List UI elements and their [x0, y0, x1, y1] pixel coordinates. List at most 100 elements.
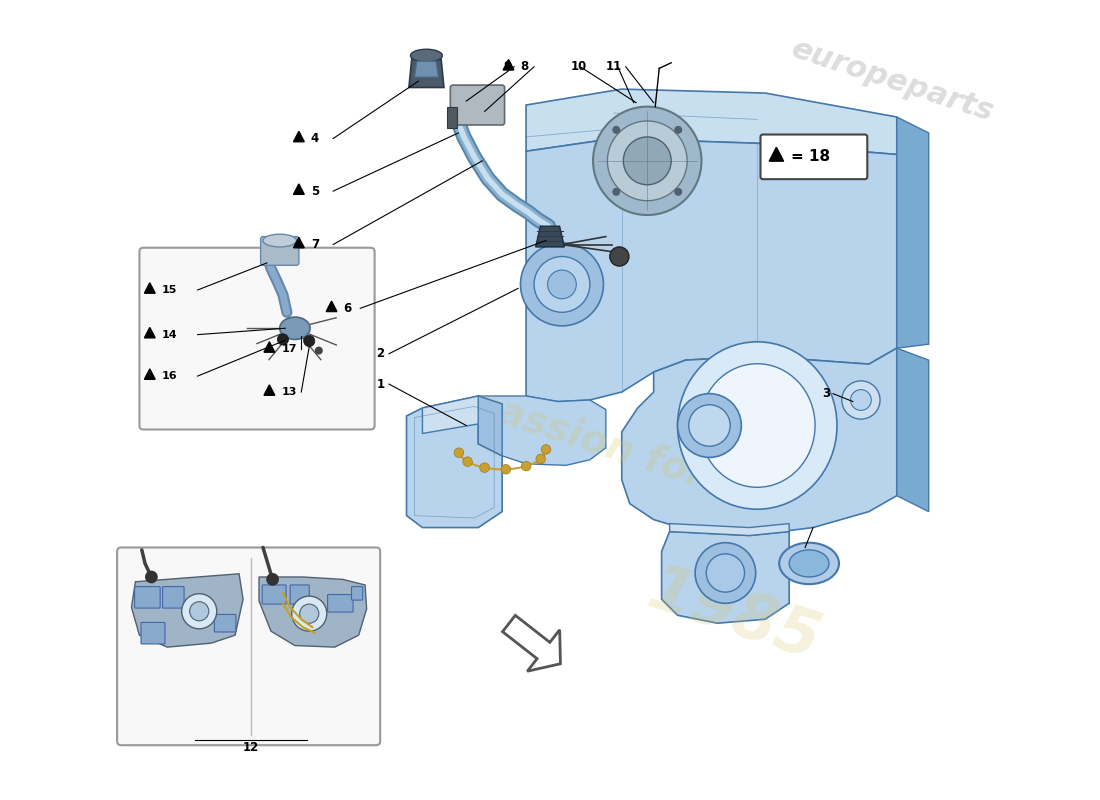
- Text: 7: 7: [311, 238, 319, 251]
- Polygon shape: [132, 574, 243, 647]
- Circle shape: [145, 570, 157, 583]
- Ellipse shape: [789, 550, 829, 577]
- FancyBboxPatch shape: [290, 585, 309, 604]
- Circle shape: [850, 390, 871, 410]
- Text: passion for: passion for: [468, 384, 712, 496]
- FancyBboxPatch shape: [134, 586, 161, 608]
- Circle shape: [315, 346, 322, 354]
- Polygon shape: [503, 615, 560, 671]
- FancyBboxPatch shape: [760, 134, 867, 179]
- FancyBboxPatch shape: [262, 585, 286, 604]
- Polygon shape: [294, 238, 305, 248]
- Text: 5: 5: [311, 185, 319, 198]
- Text: 15: 15: [162, 285, 177, 295]
- Polygon shape: [896, 348, 928, 512]
- Circle shape: [593, 106, 702, 215]
- Circle shape: [182, 594, 217, 629]
- Circle shape: [500, 465, 510, 474]
- Circle shape: [299, 604, 319, 623]
- Text: 3: 3: [823, 387, 830, 400]
- Text: 10: 10: [571, 60, 587, 74]
- Circle shape: [520, 243, 604, 326]
- Polygon shape: [526, 138, 896, 402]
- FancyBboxPatch shape: [450, 85, 505, 125]
- Circle shape: [613, 188, 620, 196]
- Polygon shape: [526, 89, 896, 154]
- FancyBboxPatch shape: [163, 586, 184, 608]
- Circle shape: [706, 554, 745, 592]
- Text: 1985: 1985: [639, 558, 827, 672]
- Circle shape: [536, 454, 546, 464]
- Polygon shape: [407, 396, 503, 527]
- Polygon shape: [670, 523, 789, 535]
- Text: 14: 14: [162, 330, 177, 340]
- Polygon shape: [264, 385, 275, 395]
- Circle shape: [674, 126, 682, 134]
- FancyBboxPatch shape: [352, 586, 363, 600]
- Polygon shape: [769, 147, 783, 161]
- FancyBboxPatch shape: [448, 106, 456, 128]
- Polygon shape: [144, 369, 155, 379]
- FancyBboxPatch shape: [328, 594, 353, 612]
- Text: 2: 2: [376, 347, 384, 360]
- Polygon shape: [536, 226, 564, 247]
- Circle shape: [624, 137, 671, 185]
- Text: 8: 8: [520, 60, 529, 74]
- Polygon shape: [264, 342, 275, 352]
- Polygon shape: [462, 396, 606, 466]
- Polygon shape: [422, 396, 503, 434]
- Circle shape: [304, 335, 315, 346]
- Ellipse shape: [678, 342, 837, 510]
- FancyBboxPatch shape: [117, 547, 381, 745]
- Text: 16: 16: [162, 371, 177, 381]
- Circle shape: [463, 457, 472, 466]
- Text: 11: 11: [606, 60, 623, 74]
- Polygon shape: [621, 348, 896, 535]
- Circle shape: [842, 381, 880, 419]
- FancyBboxPatch shape: [141, 622, 165, 644]
- Polygon shape: [415, 61, 439, 77]
- Ellipse shape: [700, 364, 815, 487]
- Circle shape: [678, 394, 741, 458]
- Text: europeparts: europeparts: [788, 34, 998, 127]
- Polygon shape: [144, 327, 155, 338]
- Ellipse shape: [410, 50, 442, 62]
- Circle shape: [695, 542, 756, 603]
- Text: 12: 12: [243, 741, 260, 754]
- Text: 4: 4: [311, 132, 319, 145]
- FancyBboxPatch shape: [214, 614, 235, 632]
- Circle shape: [689, 405, 730, 446]
- Circle shape: [266, 573, 279, 586]
- Polygon shape: [294, 184, 305, 194]
- Text: 6: 6: [343, 302, 352, 315]
- Polygon shape: [896, 117, 928, 348]
- Circle shape: [535, 257, 590, 312]
- Polygon shape: [144, 283, 155, 294]
- Polygon shape: [661, 531, 789, 623]
- Ellipse shape: [779, 542, 839, 584]
- Polygon shape: [294, 131, 305, 142]
- Text: 13: 13: [282, 387, 297, 397]
- Circle shape: [674, 188, 682, 196]
- Text: = 18: = 18: [791, 150, 829, 164]
- Polygon shape: [503, 59, 514, 70]
- Polygon shape: [327, 301, 337, 311]
- Circle shape: [277, 334, 288, 345]
- Ellipse shape: [263, 234, 297, 247]
- Ellipse shape: [279, 317, 310, 339]
- FancyBboxPatch shape: [140, 248, 375, 430]
- Circle shape: [541, 445, 551, 454]
- Circle shape: [609, 247, 629, 266]
- FancyBboxPatch shape: [261, 237, 299, 266]
- Text: 9: 9: [504, 60, 512, 74]
- Text: 17: 17: [282, 344, 297, 354]
- Text: 1: 1: [376, 378, 384, 390]
- Circle shape: [189, 602, 209, 621]
- Circle shape: [613, 126, 620, 134]
- Circle shape: [607, 121, 688, 201]
- Polygon shape: [409, 56, 444, 87]
- Circle shape: [480, 463, 490, 473]
- Circle shape: [521, 462, 531, 471]
- Polygon shape: [258, 577, 366, 647]
- Circle shape: [548, 270, 576, 298]
